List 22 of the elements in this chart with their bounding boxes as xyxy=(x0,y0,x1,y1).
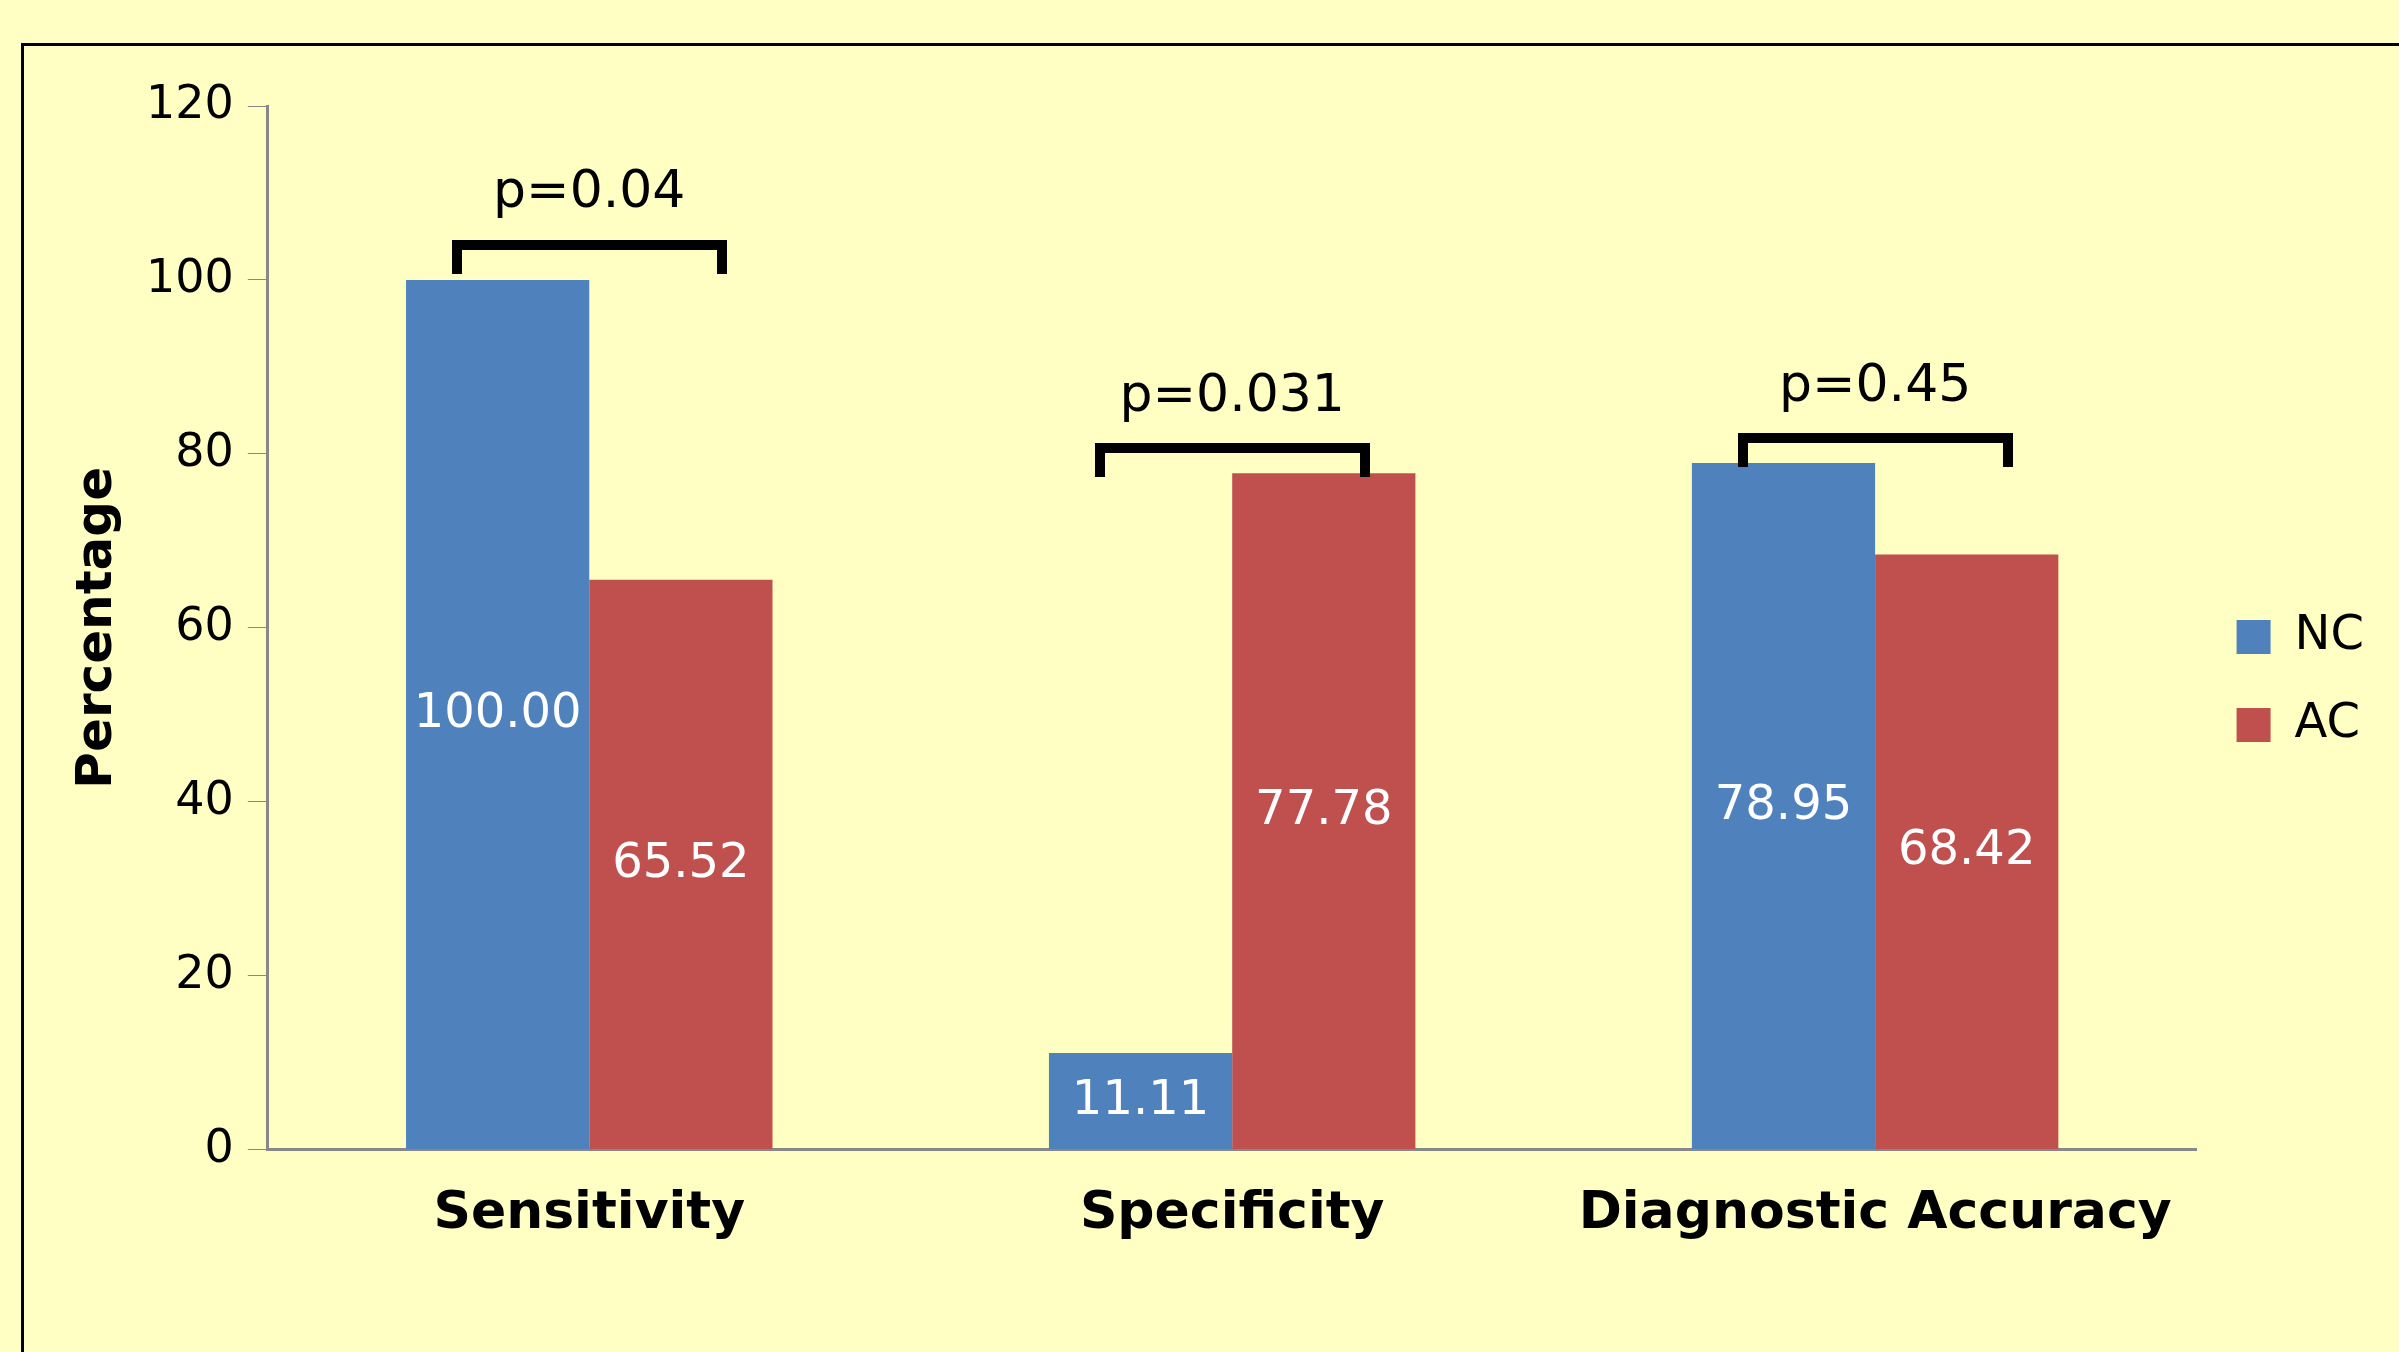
data-label: 11.11 xyxy=(1071,1068,1210,1125)
annotation: p=0.45 xyxy=(1778,352,1972,413)
x-tick-label: Sensitivity xyxy=(433,1180,746,1241)
data-label: 100.00 xyxy=(413,681,582,738)
data-label: 77.78 xyxy=(1255,778,1393,835)
y-axis-title: Percentage xyxy=(64,466,123,789)
y-tick-label: 120 xyxy=(145,74,234,129)
y-tick-label: 100 xyxy=(145,248,234,303)
annotation: p=0.031 xyxy=(1119,362,1345,423)
legend-label: NC xyxy=(2294,604,2364,661)
y-tick-label: 0 xyxy=(204,1118,234,1173)
data-label: 68.42 xyxy=(1898,819,2036,876)
data-label: 78.95 xyxy=(1714,773,1853,830)
y-tick-label: 60 xyxy=(175,596,234,651)
annotation: p=0.04 xyxy=(493,159,686,220)
y-tick-label: 20 xyxy=(175,944,234,999)
x-tick-label: Diagnostic Accuracy xyxy=(1578,1180,2172,1241)
x-tick-label: Specificity xyxy=(1079,1180,1385,1241)
y-tick-label: 80 xyxy=(175,422,234,477)
data-label: 65.52 xyxy=(612,831,750,888)
legend-label: AC xyxy=(2294,692,2361,749)
y-tick-label: 40 xyxy=(175,770,234,825)
